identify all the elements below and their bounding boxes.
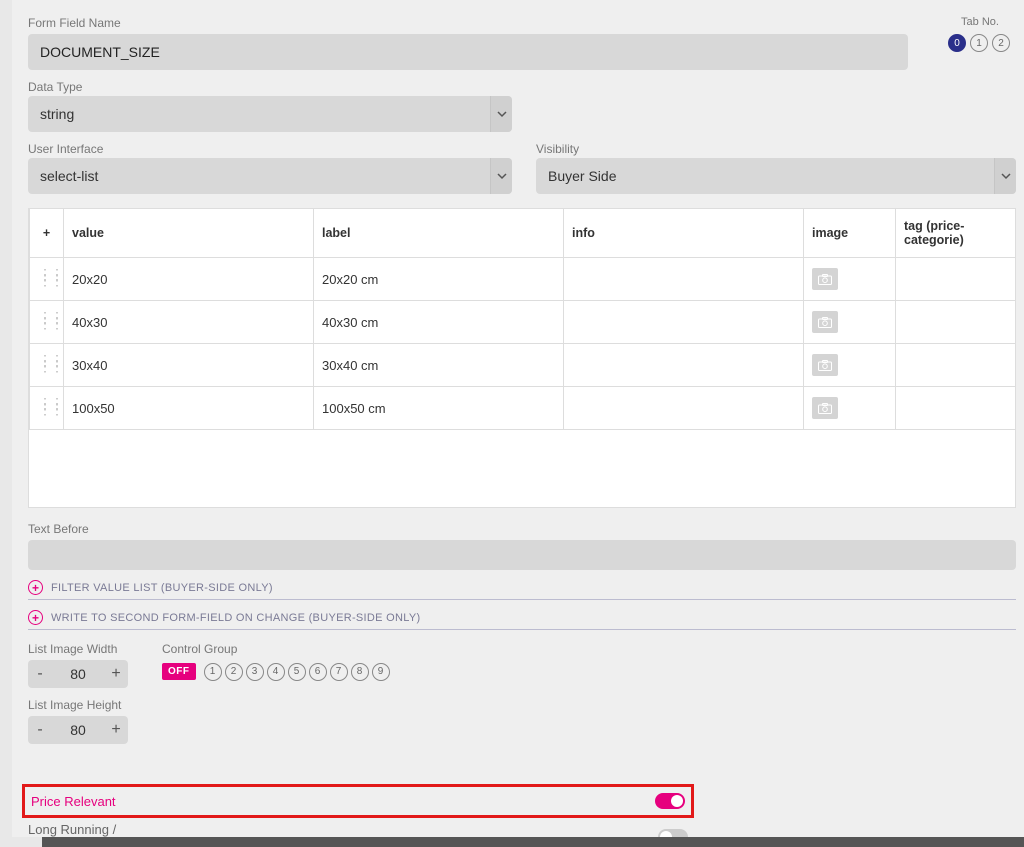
stepper-minus-button[interactable]: - [28, 660, 52, 688]
plus-icon: + [28, 580, 43, 595]
user-interface-value: select-list [28, 158, 490, 194]
column-header-tag: tag (price-categorie) [896, 209, 1017, 258]
cell-info[interactable] [564, 344, 804, 387]
long-running-toggle[interactable] [658, 829, 688, 837]
text-before-input[interactable] [28, 540, 1016, 570]
cell-tag[interactable] [896, 258, 1017, 301]
user-interface-label: User Interface [28, 142, 512, 156]
cell-value[interactable]: 30x40 [64, 344, 314, 387]
camera-icon[interactable] [812, 354, 838, 376]
list-image-width-value: 80 [52, 660, 104, 688]
chevron-down-icon [490, 158, 512, 194]
control-group-option-1[interactable]: 1 [204, 663, 222, 681]
add-row-button[interactable]: + [30, 209, 64, 258]
options-table: + value label info image tag (price-cate… [29, 208, 1016, 430]
cell-label[interactable]: 100x50 cm [314, 387, 564, 430]
camera-icon[interactable] [812, 268, 838, 290]
cell-value[interactable]: 20x20 [64, 258, 314, 301]
chevron-down-icon [490, 96, 512, 132]
drag-handle-icon[interactable]: ⋮⋮⋮⋮ [38, 400, 62, 412]
cell-tag[interactable] [896, 387, 1017, 430]
cell-image[interactable] [804, 258, 896, 301]
camera-icon[interactable] [812, 397, 838, 419]
control-group-off-chip[interactable]: OFF [162, 663, 196, 680]
tab-badge-1[interactable]: 1 [970, 34, 988, 52]
cell-info[interactable] [564, 301, 804, 344]
cell-tag[interactable] [896, 301, 1017, 344]
price-relevant-highlight-box: Price Relevant [22, 784, 694, 818]
text-before-label: Text Before [28, 522, 1016, 536]
price-relevant-toggle[interactable] [655, 793, 685, 809]
expander-filter-value-list[interactable]: + FILTER VALUE LIST (BUYER-SIDE ONLY) [28, 576, 1016, 600]
column-header-label: label [314, 209, 564, 258]
control-group-label: Control Group [162, 642, 390, 656]
form-field-editor-panel: Form Field Name DOCUMENT_SIZE Tab No. 0 … [12, 0, 1024, 837]
visibility-value: Buyer Side [536, 158, 994, 194]
control-group-option-7[interactable]: 7 [330, 663, 348, 681]
cell-value[interactable]: 40x30 [64, 301, 314, 344]
long-running-label: Long Running / Update Thumbnails [28, 822, 141, 837]
list-image-width-label: List Image Width [28, 642, 138, 656]
cell-label[interactable]: 40x30 cm [314, 301, 564, 344]
data-type-select[interactable]: string [28, 96, 512, 132]
control-group-option-8[interactable]: 8 [351, 663, 369, 681]
expander-filter-value-list-label: FILTER VALUE LIST (BUYER-SIDE ONLY) [51, 582, 273, 594]
data-type-value: string [28, 96, 490, 132]
expander-write-second-field-label: WRITE TO SECOND FORM-FIELD ON CHANGE (BU… [51, 612, 420, 624]
table-row: ⋮⋮⋮⋮30x4030x40 cm [30, 344, 1017, 387]
stepper-minus-button[interactable]: - [28, 716, 52, 744]
column-header-info: info [564, 209, 804, 258]
form-field-name-value: DOCUMENT_SIZE [28, 34, 908, 70]
price-relevant-label: Price Relevant [31, 794, 116, 809]
list-image-height-stepper[interactable]: - 80 + [28, 716, 128, 744]
cell-image[interactable] [804, 344, 896, 387]
control-group-option-5[interactable]: 5 [288, 663, 306, 681]
form-field-name-label: Form Field Name [28, 16, 908, 30]
chevron-down-icon [994, 158, 1016, 194]
tab-badge-0[interactable]: 0 [948, 34, 966, 52]
cell-label[interactable]: 20x20 cm [314, 258, 564, 301]
expander-write-second-field[interactable]: + WRITE TO SECOND FORM-FIELD ON CHANGE (… [28, 606, 1016, 630]
drag-handle-icon[interactable]: ⋮⋮⋮⋮ [38, 271, 62, 283]
table-row: ⋮⋮⋮⋮20x2020x20 cm [30, 258, 1017, 301]
control-group-option-3[interactable]: 3 [246, 663, 264, 681]
column-header-value: value [64, 209, 314, 258]
tab-no-label: Tab No. [948, 16, 1012, 28]
table-header-row: + value label info image tag (price-cate… [30, 209, 1017, 258]
cell-image[interactable] [804, 387, 896, 430]
cell-value[interactable]: 100x50 [64, 387, 314, 430]
control-group-option-2[interactable]: 2 [225, 663, 243, 681]
control-group-option-6[interactable]: 6 [309, 663, 327, 681]
control-group-option-9[interactable]: 9 [372, 663, 390, 681]
cell-tag[interactable] [896, 344, 1017, 387]
list-image-height-label: List Image Height [28, 698, 138, 712]
visibility-label: Visibility [536, 142, 1016, 156]
options-table-container: + value label info image tag (price-cate… [28, 208, 1016, 508]
drag-handle-icon[interactable]: ⋮⋮⋮⋮ [38, 357, 62, 369]
drag-handle-icon[interactable]: ⋮⋮⋮⋮ [38, 314, 62, 326]
cell-label[interactable]: 30x40 cm [314, 344, 564, 387]
stepper-plus-button[interactable]: + [104, 716, 128, 744]
data-type-label: Data Type [28, 80, 512, 94]
table-row: ⋮⋮⋮⋮100x50100x50 cm [30, 387, 1017, 430]
list-image-height-value: 80 [52, 716, 104, 744]
control-group-row: OFF 123456789 [162, 662, 390, 681]
cell-info[interactable] [564, 258, 804, 301]
stepper-plus-button[interactable]: + [104, 660, 128, 688]
plus-icon: + [28, 610, 43, 625]
table-row: ⋮⋮⋮⋮40x3040x30 cm [30, 301, 1017, 344]
camera-icon[interactable] [812, 311, 838, 333]
list-image-width-stepper[interactable]: - 80 + [28, 660, 128, 688]
visibility-select[interactable]: Buyer Side [536, 158, 1016, 194]
user-interface-select[interactable]: select-list [28, 158, 512, 194]
cell-image[interactable] [804, 301, 896, 344]
column-header-image: image [804, 209, 896, 258]
tab-badge-2[interactable]: 2 [992, 34, 1010, 52]
control-group-option-4[interactable]: 4 [267, 663, 285, 681]
cell-info[interactable] [564, 387, 804, 430]
